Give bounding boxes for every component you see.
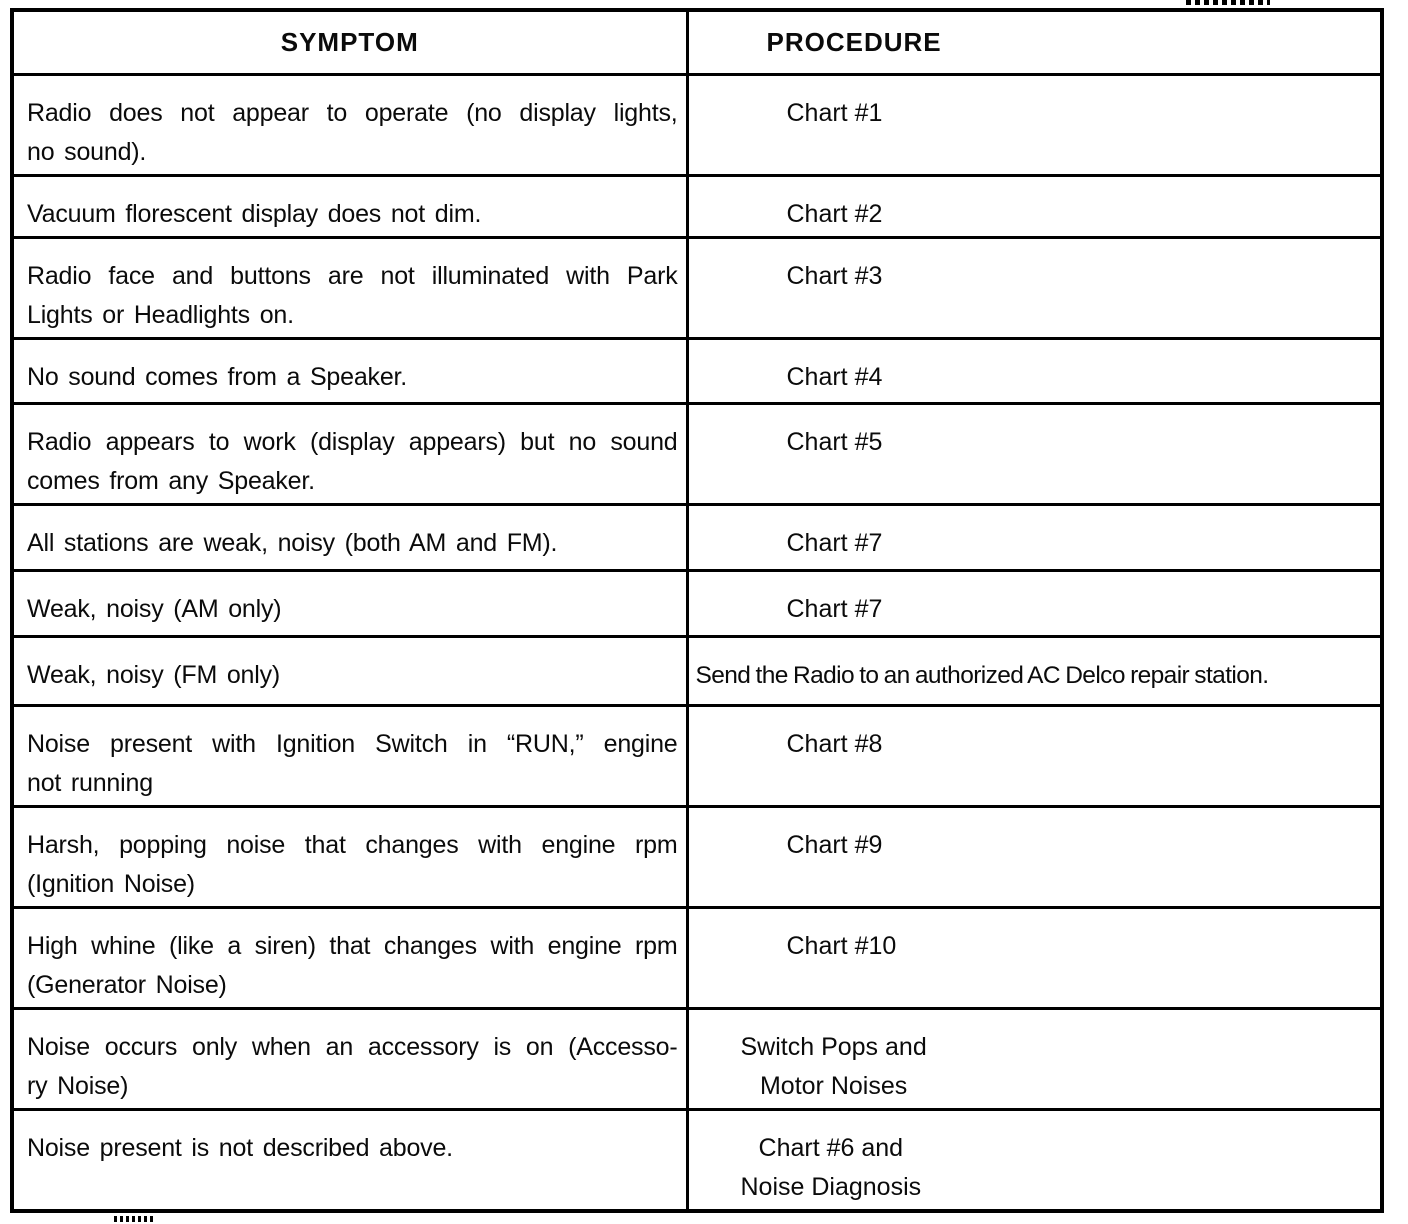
procedure-cell: Chart #6 and Noise Diagnosis (685, 1107, 1384, 1212)
table-row: Radio does not appear to operate (no dis… (10, 72, 1384, 177)
symptom-text: (Ignition Noise) (27, 869, 195, 898)
symptom-cell: Weak, noisy (AM only) (10, 568, 689, 638)
table-row: Noise present is not described above. Cha… (10, 1107, 1384, 1212)
symptom-text: Noise present with Ignition Switch in “R… (27, 729, 678, 758)
procedure-text: Chart #5 (786, 427, 883, 456)
table-row: Radio face and buttons are not illuminat… (10, 235, 1384, 340)
procedure-text: Chart #10 (786, 931, 897, 960)
procedure-cell: Chart #8 (685, 703, 1384, 808)
table-row: Harsh, popping noise that changes with e… (10, 804, 1384, 909)
procedure-text-block: Switch Pops and Motor Noises (741, 1028, 927, 1106)
symptom-text: ry Noise) (27, 1071, 129, 1100)
symptom-cell: All stations are weak, noisy (both AM an… (10, 502, 689, 572)
table-row: Vacuum florescent display does not dim. C… (10, 173, 1384, 239)
procedure-cell: Chart #2 (685, 173, 1384, 239)
procedure-text: Chart #7 (786, 528, 883, 557)
column-header-symptom: SYMPTOM (10, 8, 689, 76)
symptom-text: Weak, noisy (FM only) (27, 660, 281, 689)
symptom-text: High whine (like a siren) that changes w… (27, 931, 678, 960)
symptom-text: comes from any Speaker. (27, 466, 315, 495)
symptom-cell: High whine (like a siren) that changes w… (10, 905, 689, 1010)
symptom-text: no sound). (27, 137, 147, 166)
procedure-cell: Chart #9 (685, 804, 1384, 909)
symptom-cell: Harsh, popping noise that changes with e… (10, 804, 689, 909)
procedure-text: Chart #4 (786, 362, 883, 391)
procedure-cell: Switch Pops and Motor Noises (685, 1006, 1384, 1111)
procedure-text: Chart #8 (786, 729, 883, 758)
symptom-cell: Noise present is not described above. (10, 1107, 689, 1212)
symptom-cell: Radio does not appear to operate (no dis… (10, 72, 689, 177)
procedure-text: Noise Diagnosis (740, 1172, 922, 1201)
procedure-text: Chart #1 (786, 98, 883, 127)
column-header-procedure: PROCEDURE (685, 8, 1384, 76)
header-row: SYMPTOM PROCEDURE (10, 8, 1384, 76)
procedure-cell: Chart #4 (685, 336, 1384, 405)
procedure-text: Chart #6 and (758, 1133, 904, 1162)
procedure-cell: Send the Radio to an authorized AC Delco… (685, 634, 1384, 707)
procedure-cell: Chart #7 (685, 502, 1384, 572)
symptom-text: (Generator Noise) (27, 970, 227, 999)
procedure-text: Send the Radio to an authorized AC Delco… (695, 661, 1270, 689)
table-row: Noise present with Ignition Switch in “R… (10, 703, 1384, 808)
symptom-text: Noise present is not described above. (27, 1133, 453, 1162)
table-row: Noise occurs only when an accessory is o… (10, 1006, 1384, 1111)
scan-artifact (114, 1216, 154, 1222)
procedure-cell: Chart #7 (685, 568, 1384, 638)
symptom-cell: Radio face and buttons are not illuminat… (10, 235, 689, 340)
table-row: High whine (like a siren) that changes w… (10, 905, 1384, 1010)
procedure-text: Chart #3 (786, 261, 883, 290)
symptom-cell: Weak, noisy (FM only) (10, 634, 689, 707)
symptom-text: Radio appears to work (display appears) … (27, 427, 678, 456)
procedure-cell: Chart #10 (685, 905, 1384, 1010)
symptom-text: Lights or Headlights on. (27, 300, 294, 329)
symptom-text: No sound comes from a Speaker. (27, 362, 408, 391)
procedure-text: Switch Pops and (740, 1032, 927, 1061)
symptom-cell: Noise occurs only when an accessory is o… (10, 1006, 689, 1111)
symptom-cell: Noise present with Ignition Switch in “R… (10, 703, 689, 808)
symptom-text: All stations are weak, noisy (both AM an… (27, 528, 558, 557)
procedure-text: Chart #2 (786, 199, 883, 228)
scan-artifact (1186, 0, 1270, 5)
table-row: Weak, noisy (AM only) Chart #7 (10, 568, 1384, 638)
procedure-text-block: Chart #6 and Noise Diagnosis (741, 1129, 922, 1207)
symptom-text: Radio does not appear to operate (no dis… (27, 98, 678, 127)
procedure-cell: Chart #3 (685, 235, 1384, 340)
symptom-cell: Radio appears to work (display appears) … (10, 401, 689, 506)
procedure-cell: Chart #1 (685, 72, 1384, 177)
procedure-cell: Chart #5 (685, 401, 1384, 506)
symptom-procedure-table: SYMPTOM PROCEDURE Radio does not appear … (10, 8, 1384, 1213)
procedure-text: Chart #9 (786, 830, 883, 859)
symptom-text: Harsh, popping noise that changes with e… (27, 830, 678, 859)
table-row: Radio appears to work (display appears) … (10, 401, 1384, 506)
symptom-text: Weak, noisy (AM only) (27, 594, 282, 623)
symptom-cell: Vacuum florescent display does not dim. (10, 173, 689, 239)
table-row: All stations are weak, noisy (both AM an… (10, 502, 1384, 572)
procedure-text: Chart #7 (786, 594, 883, 623)
symptom-text: Radio face and buttons are not illuminat… (27, 261, 678, 290)
table-row: Weak, noisy (FM only) Send the Radio to a… (10, 634, 1384, 707)
table-row: No sound comes from a Speaker. Chart #4 (10, 336, 1384, 405)
symptom-text: not running (27, 768, 153, 797)
symptom-cell: No sound comes from a Speaker. (10, 336, 689, 405)
procedure-text: Motor Noises (759, 1071, 908, 1100)
symptom-text: Noise occurs only when an accessory is o… (27, 1032, 678, 1061)
symptom-text: Vacuum florescent display does not dim. (27, 199, 482, 228)
